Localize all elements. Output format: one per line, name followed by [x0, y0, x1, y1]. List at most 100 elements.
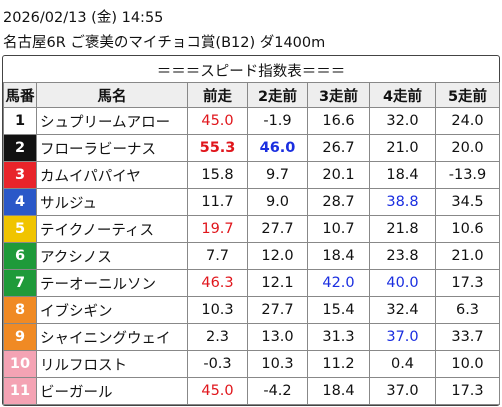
speed-index: 20.0 — [435, 134, 500, 162]
table-row: 8 イブシギン 10.3 27.7 15.4 32.4 6.3 — [3, 296, 500, 324]
speed-index: 23.8 — [369, 242, 436, 270]
speed-index: 10.0 — [435, 350, 500, 378]
speed-index: 28.7 — [307, 188, 370, 216]
horse-number: 7 — [3, 269, 37, 297]
speed-index: 2.3 — [187, 323, 248, 351]
race-title: 名古屋6R ご褒美のマイチョコ賞(B12) ダ1400m — [3, 35, 326, 51]
speed-index: -13.9 — [435, 161, 500, 189]
column-header: 5走前 — [435, 82, 500, 108]
speed-index: 12.1 — [247, 269, 308, 297]
table-row: 7 テーオーニルソン 46.3 12.1 42.0 40.0 17.3 — [3, 269, 500, 297]
horse-number: 4 — [3, 188, 37, 216]
horse-number: 3 — [3, 161, 37, 189]
horse-number: 6 — [3, 242, 37, 270]
speed-index: 13.0 — [247, 323, 308, 351]
speed-index: 17.3 — [435, 269, 500, 297]
panel: ＝＝＝スピード指数表＝＝＝ 馬番 馬名 前走 2走前 3走前 4走前 5走前 1 シュプリーム… — [2, 55, 500, 406]
horse-number: 10 — [3, 350, 37, 378]
speed-index: 27.7 — [247, 215, 308, 243]
speed-index: 10.3 — [247, 350, 308, 378]
speed-index: 21.0 — [435, 242, 500, 270]
speed-index: 9.0 — [247, 188, 308, 216]
speed-index: -1.9 — [247, 107, 308, 135]
horse-number: 5 — [3, 215, 37, 243]
speed-index: 31.3 — [307, 323, 370, 351]
speed-index: 12.0 — [247, 242, 308, 270]
speed-index: 33.7 — [435, 323, 500, 351]
speed-index: 10.6 — [435, 215, 500, 243]
speed-index: 27.7 — [247, 296, 308, 324]
speed-index: 21.8 — [369, 215, 436, 243]
table-row: 4 サルジュ 11.7 9.0 28.7 38.8 34.5 — [3, 188, 500, 216]
table-row: 6 アクシノス 7.7 12.0 18.4 23.8 21.0 — [3, 242, 500, 270]
speed-index: 40.0 — [369, 269, 436, 297]
speed-table: 馬番 馬名 前走 2走前 3走前 4走前 5走前 1 シュプリームアロー 45.0 -1.9 16.… — [3, 82, 500, 405]
horse-number: 1 — [3, 107, 37, 135]
speed-index: 18.4 — [307, 377, 370, 405]
horse-name: シュプリームアロー — [36, 107, 188, 135]
column-header: 馬名 — [36, 82, 188, 108]
speed-index: 20.1 — [307, 161, 370, 189]
horse-number: 8 — [3, 296, 37, 324]
column-header: 4走前 — [369, 82, 436, 108]
speed-index: 18.4 — [307, 242, 370, 270]
column-header: 馬番 — [3, 82, 37, 108]
horse-number: 2 — [3, 134, 37, 162]
speed-index: 9.7 — [247, 161, 308, 189]
speed-index: 15.4 — [307, 296, 370, 324]
table-row: 9 シャイニングウェイ 2.3 13.0 31.3 37.0 33.7 — [3, 323, 500, 351]
speed-index: 26.7 — [307, 134, 370, 162]
column-header: 前走 — [187, 82, 248, 108]
horse-number: 11 — [3, 377, 37, 405]
horse-name: カムイパパイヤ — [36, 161, 188, 189]
horse-name: テイクノーティス — [36, 215, 188, 243]
speed-index: 32.4 — [369, 296, 436, 324]
table-row: 10 リルフロスト -0.3 10.3 11.2 0.4 10.0 — [3, 350, 500, 378]
speed-index: 0.4 — [369, 350, 436, 378]
table-title: ＝＝＝スピード指数表＝＝＝ — [156, 64, 346, 80]
horse-name: ビーガール — [36, 377, 188, 405]
horse-name: シャイニングウェイ — [36, 323, 188, 351]
speed-index: -0.3 — [187, 350, 248, 378]
table-row: 1 シュプリームアロー 45.0 -1.9 16.6 32.0 24.0 — [3, 107, 500, 135]
speed-index: 34.5 — [435, 188, 500, 216]
speed-index: 42.0 — [307, 269, 370, 297]
horse-name: フローラビーナス — [36, 134, 188, 162]
speed-index: 55.3 — [187, 134, 248, 162]
table-row: 5 テイクノーティス 19.7 27.7 10.7 21.8 10.6 — [3, 215, 500, 243]
speed-index: 10.7 — [307, 215, 370, 243]
speed-index: 45.0 — [187, 377, 248, 405]
table-row: 11 ビーガール 45.0 -4.2 18.4 37.0 17.3 — [3, 377, 500, 405]
speed-index: 37.0 — [369, 377, 436, 405]
speed-index: 6.3 — [435, 296, 500, 324]
horse-name: アクシノス — [36, 242, 188, 270]
speed-index: 7.7 — [187, 242, 248, 270]
horse-name: サルジュ — [36, 188, 188, 216]
speed-index: 18.4 — [369, 161, 436, 189]
column-header: 3走前 — [307, 82, 370, 108]
datetime: 2026/02/13 (金) 14:55 — [3, 10, 164, 26]
speed-index: 46.3 — [187, 269, 248, 297]
column-header: 2走前 — [247, 82, 308, 108]
speed-index: 38.8 — [369, 188, 436, 216]
speed-index: 37.0 — [369, 323, 436, 351]
speed-index: 11.2 — [307, 350, 370, 378]
table-row: 2 フローラビーナス 55.3 46.0 26.7 21.0 20.0 — [3, 134, 500, 162]
speed-index: -4.2 — [247, 377, 308, 405]
horse-name: テーオーニルソン — [36, 269, 188, 297]
speed-index: 10.3 — [187, 296, 248, 324]
speed-index: 24.0 — [435, 107, 500, 135]
speed-index: 11.7 — [187, 188, 248, 216]
speed-index: 46.0 — [247, 134, 308, 162]
horse-name: リルフロスト — [36, 350, 188, 378]
table-row: 3 カムイパパイヤ 15.8 9.7 20.1 18.4 -13.9 — [3, 161, 500, 189]
horse-number: 9 — [3, 323, 37, 351]
speed-index: 21.0 — [369, 134, 436, 162]
horse-name: イブシギン — [36, 296, 188, 324]
speed-index: 17.3 — [435, 377, 500, 405]
speed-index: 45.0 — [187, 107, 248, 135]
speed-index: 19.7 — [187, 215, 248, 243]
speed-index: 15.8 — [187, 161, 248, 189]
speed-index: 32.0 — [369, 107, 436, 135]
